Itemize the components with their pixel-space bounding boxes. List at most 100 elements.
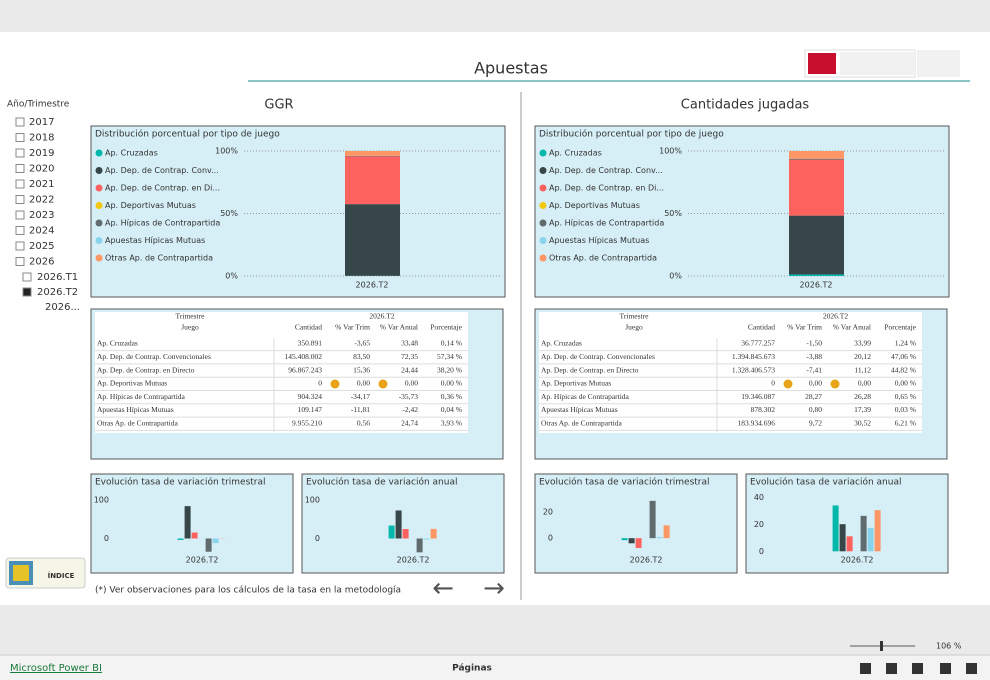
- y-tick-label: 50%: [664, 209, 682, 218]
- bar: [628, 538, 635, 544]
- index-button[interactable]: [5, 557, 86, 589]
- table-cell: 83,50: [353, 352, 370, 361]
- bar: [184, 506, 191, 539]
- table-header: 2026.T2: [823, 312, 848, 321]
- table-cell: 0: [318, 379, 322, 388]
- table-cell: 44,82 %: [891, 365, 916, 374]
- bar: [388, 525, 395, 539]
- y-tick-label: 100%: [215, 147, 238, 156]
- legend-label: Ap. Hípicas de Contrapartida: [549, 219, 664, 228]
- row-label: Ap. Dep. de Contrap. en Directo: [97, 365, 195, 374]
- table-cell: 47,06 %: [891, 352, 916, 361]
- index-label[interactable]: ÍNDICE: [48, 571, 75, 580]
- slicer-item[interactable]: 2020: [29, 164, 54, 175]
- slicer-checkbox[interactable]: [15, 257, 25, 266]
- slicer-item[interactable]: 2026.T2: [37, 287, 78, 298]
- row-label: Otras Ap. de Contrapartida: [97, 419, 178, 428]
- table-cell: 19.346.087: [741, 392, 775, 401]
- table-cell: 38,20 %: [437, 365, 462, 374]
- table-cell: 0,00 %: [895, 379, 916, 388]
- table-cell: 0,00: [809, 379, 822, 388]
- slicer-checkbox[interactable]: [15, 195, 25, 204]
- slicer-item[interactable]: 2023: [29, 210, 54, 221]
- slicer-item[interactable]: 2021: [29, 179, 54, 190]
- share-icons[interactable]: [860, 663, 977, 674]
- row-label: Apuestas Hípicas Mutuas: [97, 405, 174, 414]
- x-tick-label: 2026.T2: [630, 556, 663, 565]
- row-label: Ap. Cruzadas: [97, 339, 138, 348]
- zoom-thumb[interactable]: [880, 641, 883, 651]
- table-cell: 350.891: [298, 339, 323, 348]
- slicer-item[interactable]: 2019: [29, 148, 54, 159]
- y-tick-label: 50%: [220, 209, 238, 218]
- legend-marker: [539, 167, 547, 174]
- table-cell: -11,81: [351, 405, 370, 414]
- table-cell: 183.934.696: [738, 419, 776, 428]
- slicer-item[interactable]: 2017: [29, 117, 54, 128]
- table-cell: 0: [771, 379, 775, 388]
- column-header: Porcentaje: [430, 323, 462, 332]
- table-cell: 17,39: [854, 405, 871, 414]
- slicer-checkbox[interactable]: [22, 272, 32, 282]
- slicer-checkbox[interactable]: [15, 148, 25, 158]
- legend-marker: [95, 167, 103, 174]
- bar: [832, 505, 839, 552]
- row-label: Ap. Dep. de Contrap. en Directo: [541, 365, 639, 374]
- visual-frame: [534, 125, 950, 298]
- table-cell: 20,12: [854, 352, 871, 361]
- row-label: Ap. Deportivas Mutuas: [541, 379, 611, 388]
- x-tick-label: 2026.T2: [397, 556, 430, 565]
- bar: [395, 510, 402, 539]
- table-cell: 0,65 %: [895, 392, 916, 401]
- table-cell: 878.302: [751, 405, 776, 414]
- slicer-checkbox[interactable]: [15, 117, 25, 127]
- bar-segment: [789, 150, 844, 159]
- bar: [402, 529, 409, 539]
- pages-button[interactable]: Páginas: [452, 664, 492, 674]
- row-label: Apuestas Hípicas Mutuas: [541, 405, 618, 414]
- table-cell: 28,27: [805, 392, 822, 401]
- page-title: Apuestas: [474, 59, 548, 78]
- table-cell: 72,35: [401, 352, 418, 361]
- warning-icon: [830, 379, 840, 389]
- table-cell: 33,99: [854, 339, 871, 348]
- table-cell: 0,03 %: [895, 405, 916, 414]
- visual-frame: [301, 473, 505, 574]
- brand-link[interactable]: Microsoft Power BI: [10, 663, 102, 674]
- warning-icon: [378, 379, 388, 389]
- legend-label: Ap. Deportivas Mutuas: [549, 201, 640, 210]
- table-cell: 145.408.002: [285, 352, 323, 361]
- table-body: [539, 312, 922, 433]
- zoom-level: 106 %: [936, 642, 962, 651]
- slicer-item[interactable]: 2018: [29, 133, 54, 144]
- table-header: Juego: [181, 323, 199, 332]
- row-label: Ap. Dep. de Contrap. Convencionales: [541, 352, 655, 361]
- slicer-item[interactable]: 2026...: [45, 302, 80, 313]
- slicer-item[interactable]: 2025: [29, 241, 54, 252]
- slicer-checkbox[interactable]: [15, 179, 25, 189]
- next-arrow[interactable]: →: [483, 574, 505, 604]
- column-header: % Var Trim: [787, 323, 822, 332]
- table-cell: 1,24 %: [895, 339, 916, 348]
- table-cell: 904.324: [298, 392, 323, 401]
- y-tick-label: 0: [104, 534, 109, 543]
- slicer-checkbox[interactable]: [22, 287, 32, 297]
- slicer-item[interactable]: 2026: [29, 257, 54, 268]
- slicer-checkbox[interactable]: [15, 226, 25, 235]
- y-tick-label: 100: [94, 495, 109, 504]
- slicer-checkbox[interactable]: [15, 241, 25, 251]
- legend-marker: [95, 202, 103, 209]
- prev-arrow[interactable]: ←: [432, 574, 454, 604]
- legend-label: Ap. Hípicas de Contrapartida: [105, 219, 220, 228]
- legend-marker: [539, 184, 547, 192]
- panel-title: Cantidades jugadas: [681, 98, 810, 113]
- slicer-checkbox[interactable]: [15, 210, 25, 220]
- slicer-item[interactable]: 2022: [29, 195, 54, 206]
- slicer-item[interactable]: 2024: [29, 226, 54, 237]
- slicer-item[interactable]: 2026.T1: [37, 272, 78, 283]
- legend-label: Ap. Dep. de Contrap. en Di...: [549, 184, 664, 193]
- visual-frame: [745, 473, 949, 574]
- slicer-checkbox[interactable]: [15, 133, 25, 142]
- slicer-checkbox[interactable]: [15, 164, 25, 173]
- y-tick-label: 20: [754, 520, 764, 529]
